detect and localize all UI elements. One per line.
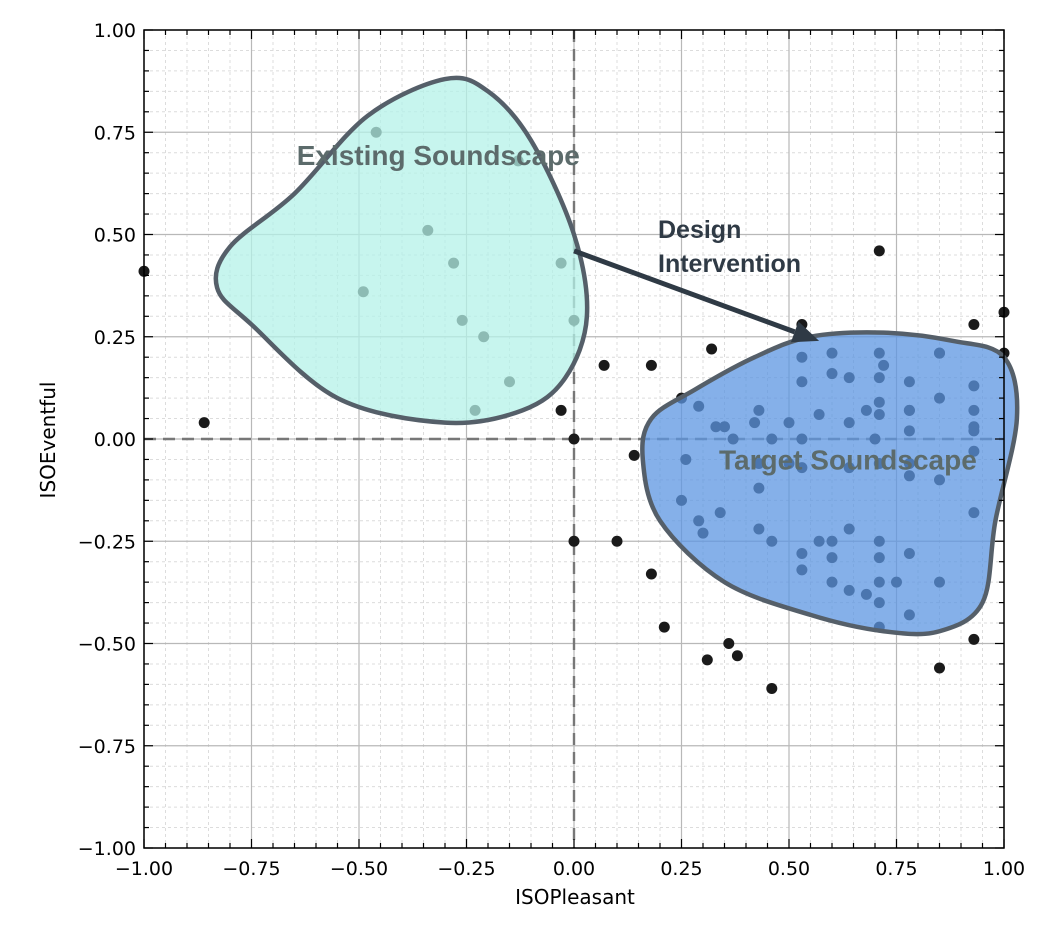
data-point — [706, 343, 718, 355]
data-point — [568, 433, 580, 445]
data-point — [555, 404, 567, 416]
y-tick-label: −1.00 — [78, 838, 136, 860]
y-tick-label: −0.50 — [78, 634, 136, 656]
y-tick-label: −0.75 — [78, 736, 136, 758]
annotation-arrow-shaft — [573, 248, 796, 335]
regions-layer: Existing Soundscape Target Soundscape — [213, 75, 1020, 637]
y-tick-label: 0.25 — [94, 327, 136, 349]
x-tick-label: 0.00 — [553, 858, 595, 880]
data-point — [934, 662, 945, 674]
x-tick-label: 0.25 — [660, 858, 702, 880]
data-point — [968, 318, 980, 330]
x-tick-label: −0.25 — [437, 858, 495, 880]
x-tick-label: −0.75 — [222, 858, 280, 880]
data-point — [611, 535, 623, 547]
x-tick-label: −1.00 — [115, 858, 173, 880]
data-point — [658, 621, 670, 633]
data-point — [628, 449, 640, 461]
data-point — [645, 359, 657, 371]
region-existing-soundscape — [213, 75, 590, 426]
annotation-text-line: Intervention — [658, 250, 801, 278]
y-tick-label: 0.75 — [94, 122, 136, 144]
annotation-text-line: Design — [658, 216, 741, 244]
x-tick-label: 0.50 — [768, 858, 810, 880]
x-tick-label: 1.00 — [983, 858, 1025, 880]
data-point — [766, 682, 778, 694]
x-tick-label: 0.75 — [875, 858, 917, 880]
annotation-layer: Design Intervention — [573, 216, 820, 343]
y-tick-label: 0.50 — [94, 225, 136, 247]
data-point — [873, 245, 885, 257]
data-point — [701, 654, 713, 666]
y-tick-label: −0.25 — [78, 531, 136, 553]
data-point — [598, 359, 610, 371]
annotation-arrow-head — [790, 321, 820, 343]
y-axis-label: ISOEventful — [36, 382, 60, 499]
data-point — [723, 638, 735, 649]
axes-layer: −1.00 −0.75 −0.50 −0.25 0.00 0.25 0.50 0.75 1.00… — [78, 20, 1025, 880]
data-point — [198, 417, 210, 429]
y-tick-label: 0.00 — [94, 429, 136, 451]
y-tick-label: 1.00 — [94, 20, 136, 42]
x-tick-label: −0.50 — [330, 858, 388, 880]
data-point — [568, 535, 580, 547]
data-point — [968, 633, 980, 645]
labels-layer: ISOPleasant ISOEventful — [36, 382, 635, 909]
region-label-existing: Existing Soundscape — [297, 140, 580, 171]
data-point — [731, 650, 743, 662]
region-target-soundscape — [640, 330, 1020, 637]
region-label-target: Target Soundscape — [719, 445, 977, 476]
data-point — [645, 568, 657, 580]
x-axis-label: ISOPleasant — [515, 885, 635, 909]
